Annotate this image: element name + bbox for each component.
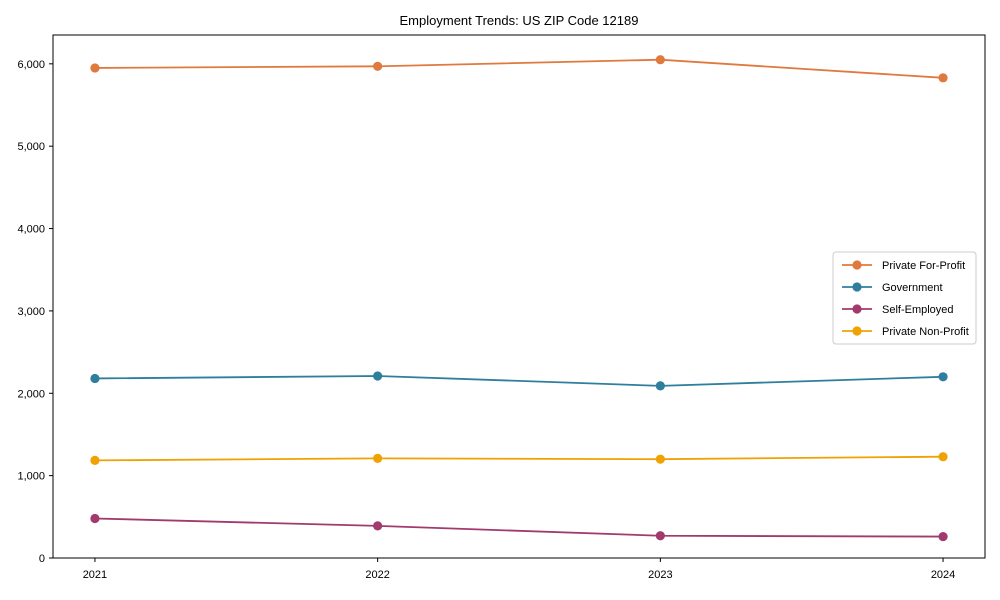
data-point-marker (655, 454, 665, 464)
data-point-marker (938, 73, 948, 83)
data-point-marker (655, 381, 665, 391)
x-tick-label: 2024 (931, 569, 955, 581)
y-tick-label: 6,000 (17, 59, 45, 71)
data-point-marker (373, 61, 383, 71)
data-point-marker (655, 55, 665, 65)
data-point-marker (655, 531, 665, 541)
data-point-marker (373, 371, 383, 381)
y-tick-label: 0 (39, 553, 45, 565)
legend: Private For-Profit Government Self-Employe… (832, 251, 977, 345)
legend-box (832, 251, 977, 345)
y-tick-label: 4,000 (17, 224, 45, 236)
data-point-marker (90, 513, 100, 524)
legend-entry-label: Government (882, 282, 943, 294)
data-point-marker (938, 452, 948, 462)
data-point-marker (373, 521, 383, 531)
y-tick-label: 5,000 (17, 141, 45, 153)
data-point-marker (90, 63, 100, 73)
y-tick-label: 1,000 (17, 471, 45, 483)
data-point-marker (90, 373, 100, 384)
legend-entry-label: Private For-Profit (882, 260, 965, 272)
data-point-marker (938, 372, 948, 382)
y-tick-label: 2,000 (17, 388, 45, 400)
plot-area: 0 1,000 2,000 3,000 4,000 5,000 6,000 2021 2022 2… (17, 34, 986, 581)
legend-marker (852, 260, 862, 270)
x-tick-label: 2023 (648, 569, 672, 581)
series-line-government (94, 375, 944, 387)
plot-border (52, 34, 986, 559)
legend-marker (852, 282, 862, 292)
chart-title: Employment Trends: US ZIP Code 12189 (400, 13, 639, 28)
legend-entry-label: Private Non-Profit (882, 326, 969, 338)
x-tick-label: 2022 (365, 569, 389, 581)
data-point-marker (373, 453, 383, 463)
series-line-private-for-profit (94, 58, 944, 79)
legend-marker (852, 304, 862, 314)
data-point-marker (90, 455, 100, 466)
legend-entry-label: Self-Employed (882, 304, 954, 316)
data-point-marker (938, 531, 948, 542)
series-line-self-employed (94, 517, 944, 538)
legend-marker (852, 326, 862, 336)
series-line-private-non-profit (94, 455, 944, 462)
y-tick-label: 3,000 (17, 306, 45, 318)
x-tick-label: 2021 (83, 569, 107, 581)
